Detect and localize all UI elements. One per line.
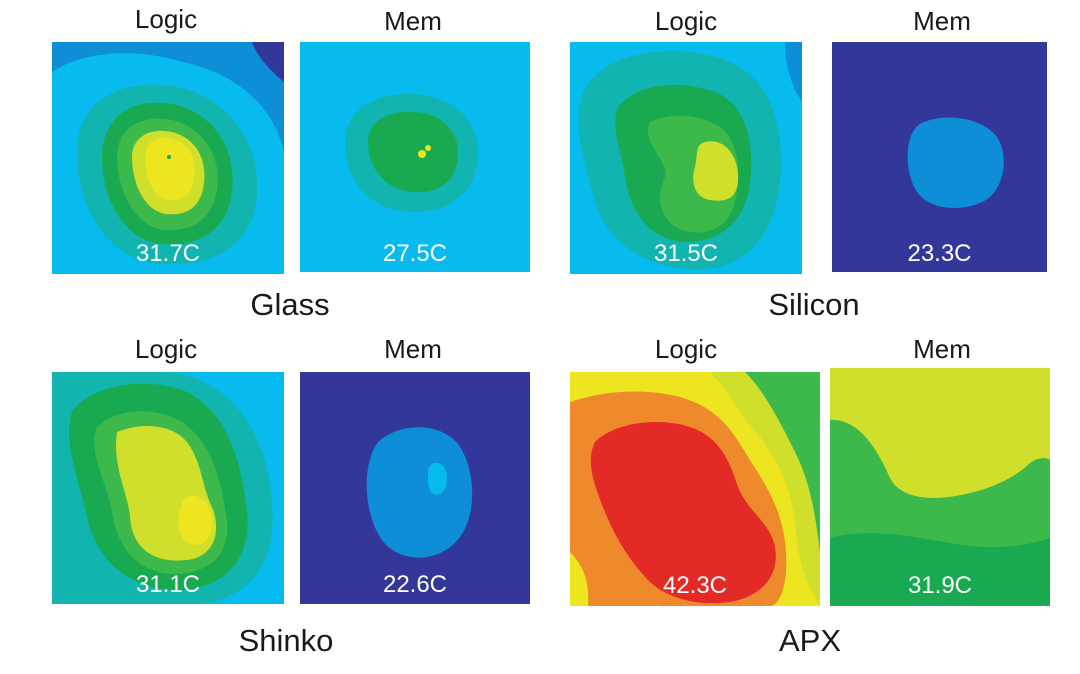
shinko-mem-contours: [300, 372, 530, 604]
apx-mem-temp: 31.9C: [907, 572, 973, 599]
silicon-mem-temp: 23.3C: [907, 240, 972, 267]
silicon-mem-label: Mem: [913, 6, 971, 36]
silicon-mem-heatmap: 23.3C: [832, 42, 1047, 272]
silicon-logic-contours: [570, 42, 802, 274]
group-label-shinko: Shinko: [238, 623, 334, 658]
apx-mem-contours: [830, 368, 1050, 606]
shinko-logic-temp: 31.1C: [135, 571, 201, 598]
glass-mem-heatmap: 27.5C: [300, 42, 530, 272]
apx-logic-heatmap: 42.3C: [570, 372, 820, 606]
silicon-logic-temp: 31.5C: [653, 240, 719, 267]
apx-mem-heatmap: 31.9C: [830, 368, 1050, 606]
shinko-logic-contours: [52, 372, 284, 604]
glass-mem-temp: 27.5C: [382, 240, 448, 267]
glass-logic-label: Logic: [134, 4, 198, 34]
glass-mem-label: Mem: [384, 6, 442, 36]
apx-logic-temp: 42.3C: [662, 572, 728, 599]
group-label-silicon: Silicon: [768, 287, 860, 322]
apx-logic-label: Logic: [654, 334, 718, 364]
shinko-mem-label: Mem: [384, 334, 442, 364]
shinko-mem-heatmap: 22.6C: [300, 372, 530, 604]
glass-logic-temp: 31.7C: [135, 240, 201, 267]
group-label-apx: APX: [778, 623, 842, 658]
shinko-mem-temp: 22.6C: [382, 571, 448, 598]
silicon-logic-heatmap: 31.5C: [570, 42, 802, 274]
group-label-glass: Glass: [250, 287, 330, 322]
apx-mem-label: Mem: [913, 334, 971, 364]
silicon-logic-label: Logic: [654, 6, 718, 36]
glass-logic-contours: [52, 42, 284, 274]
silicon-mem-contours: [832, 42, 1047, 272]
glass-mem-contours: [300, 42, 530, 272]
shinko-logic-heatmap: 31.1C: [52, 372, 284, 604]
glass-logic-heatmap: 31.7C: [52, 42, 284, 274]
apx-logic-contours: [570, 372, 820, 606]
shinko-logic-label: Logic: [134, 334, 198, 364]
